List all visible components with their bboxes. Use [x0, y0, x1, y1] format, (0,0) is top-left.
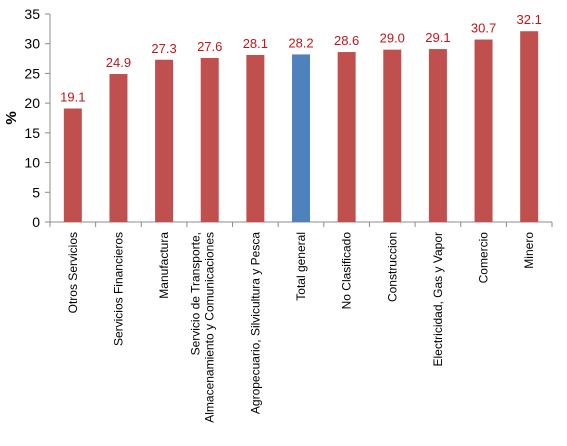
category-label: No Clasificado	[340, 232, 354, 310]
y-tick-label: 20	[24, 95, 40, 111]
bar	[63, 108, 82, 222]
category-label: Servicios Financieros	[111, 232, 125, 346]
y-tick-label: 15	[24, 125, 40, 141]
data-label: 28.2	[288, 35, 313, 50]
category-label: Otros Servicios	[66, 232, 80, 313]
y-tick-label: 0	[32, 214, 40, 230]
category-label: Minero	[522, 232, 536, 269]
data-label: 27.6	[197, 39, 222, 54]
category-label: Construccion	[385, 232, 399, 302]
data-label: 19.1	[60, 89, 85, 104]
category-label: Electricidad, Gas y Vapor	[431, 232, 445, 367]
bar	[474, 39, 493, 222]
bar	[109, 74, 128, 222]
data-label: 24.9	[106, 55, 131, 70]
category-label: Manufactura	[157, 232, 171, 299]
bar	[246, 55, 265, 223]
data-label: 29.1	[425, 30, 450, 45]
data-label: 32.1	[517, 12, 542, 27]
data-label: 29.0	[380, 31, 405, 46]
bar	[383, 49, 402, 223]
bar	[337, 52, 356, 222]
bars	[63, 31, 539, 223]
category-label: Servicio de Transporte,Almacenamiento y …	[189, 232, 217, 423]
y-tick-label: 25	[24, 65, 40, 81]
data-label: 30.7	[471, 21, 496, 36]
bar	[520, 31, 539, 223]
bar	[155, 59, 174, 223]
y-tick-label: 5	[32, 184, 40, 200]
y-tick-label: 10	[24, 155, 40, 171]
data-label: 28.6	[334, 33, 359, 48]
data-labels: 19.1 24.9 27.3 27.6 28.1 28.2 28.6 29.0 29.1 30.7…	[60, 12, 542, 104]
y-tick-label: 30	[24, 36, 40, 52]
bar	[200, 57, 219, 222]
bar	[292, 54, 310, 222]
data-label: 27.3	[151, 41, 176, 56]
data-label: 28.1	[243, 36, 268, 51]
category-label: Comercio	[477, 232, 491, 284]
y-tick-label: 35	[24, 6, 40, 22]
y-axis-label: %	[3, 111, 20, 124]
category-label: Agropecuario, Silvicultura y Pesca	[248, 232, 262, 414]
category-label: Total general	[294, 232, 308, 301]
category-labels: Otros Servicios Servicios Financieros Manu…	[66, 232, 536, 423]
bar	[428, 49, 447, 222]
